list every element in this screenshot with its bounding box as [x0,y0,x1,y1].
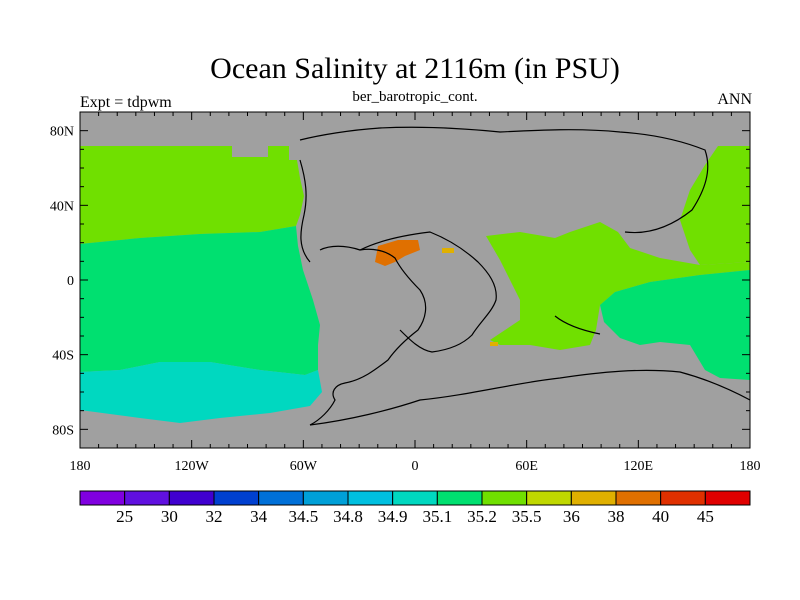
colorbar-label: 34.5 [288,507,318,526]
coast-south-america [309,245,427,426]
experiment-label: Expt = tdpwm [80,94,172,111]
indian-yellow-cell [490,342,498,346]
coast-antarctica [309,369,751,426]
colorbar-label: 34.8 [333,507,363,526]
colorbar-swatch [213,490,260,506]
region-ne-pacific [680,146,750,265]
colorbar-swatch [481,490,528,506]
colorbar-label: 35.1 [422,507,452,526]
coast-north-america [299,159,311,263]
colorbar-swatch [168,490,215,506]
coast-laurasia [299,126,709,234]
tethys-yellow-cell [442,248,454,253]
coast-africa [359,231,497,353]
x-tick-label: 60E [515,459,538,474]
y-tick-label: 80S [52,423,74,438]
colorbar-label: 35.2 [467,507,497,526]
colorbar-swatch [660,490,706,506]
colorbar-label: 30 [161,507,178,526]
season-label: ANN [717,91,752,108]
map-fields [80,112,750,448]
x-tick-label: 180 [740,459,761,474]
colorbar-swatch [79,490,126,506]
colorbar-label: 34.9 [378,507,408,526]
colorbar-label: 35.5 [512,507,542,526]
colorbar-swatch [615,490,662,506]
region-central-pacific [80,226,320,375]
x-tick-label: 60W [290,459,318,474]
colorbar-swatch [347,490,394,506]
colorbar-label: 36 [563,507,580,526]
x-tick-label: 120W [175,459,210,474]
colorbar-swatch [436,490,483,506]
colorbar-swatch [570,490,617,506]
colorbar-swatch [392,490,438,506]
region-south-pacific [80,362,322,423]
x-tick-label: 120E [624,459,654,474]
colorbar-label: 32 [206,507,223,526]
coastlines [299,126,751,426]
axis-ticks: 180 120W 60W 0 60E 120E 180 80N 40N 0 40S 80S [50,111,761,474]
region-tethys-basin [375,240,420,266]
y-tick-label: 0 [67,274,74,289]
region-north-pacific [80,146,304,244]
colorbar-swatch [526,490,572,506]
y-tick-label: 80N [50,125,74,140]
region-south-indian [600,270,750,380]
colorbar-swatch [258,490,304,506]
chart-subtitle: ber_barotropic_cont. [352,89,478,105]
coast-india [554,315,601,335]
colorbar-swatch [124,490,170,506]
y-tick-label: 40S [52,349,74,364]
colorbar-swatch [704,490,751,506]
colorbar-label: 40 [652,507,669,526]
colorbar: 25 30 32 34 34.5 34.8 34.9 35.1 35.2 35.5 36 38 40 45 [79,490,751,526]
chart-title: Ocean Salinity at 2116m (in PSU) [210,52,620,85]
x-tick-label: 180 [70,459,91,474]
y-tick-label: 40N [50,199,74,214]
region-indian-ocean [486,222,750,350]
colorbar-label: 45 [697,507,714,526]
x-tick-label: 0 [412,459,419,474]
colorbar-label: 34 [250,507,268,526]
colorbar-swatch [302,490,349,506]
colorbar-label: 38 [608,507,625,526]
colorbar-label: 25 [116,507,133,526]
